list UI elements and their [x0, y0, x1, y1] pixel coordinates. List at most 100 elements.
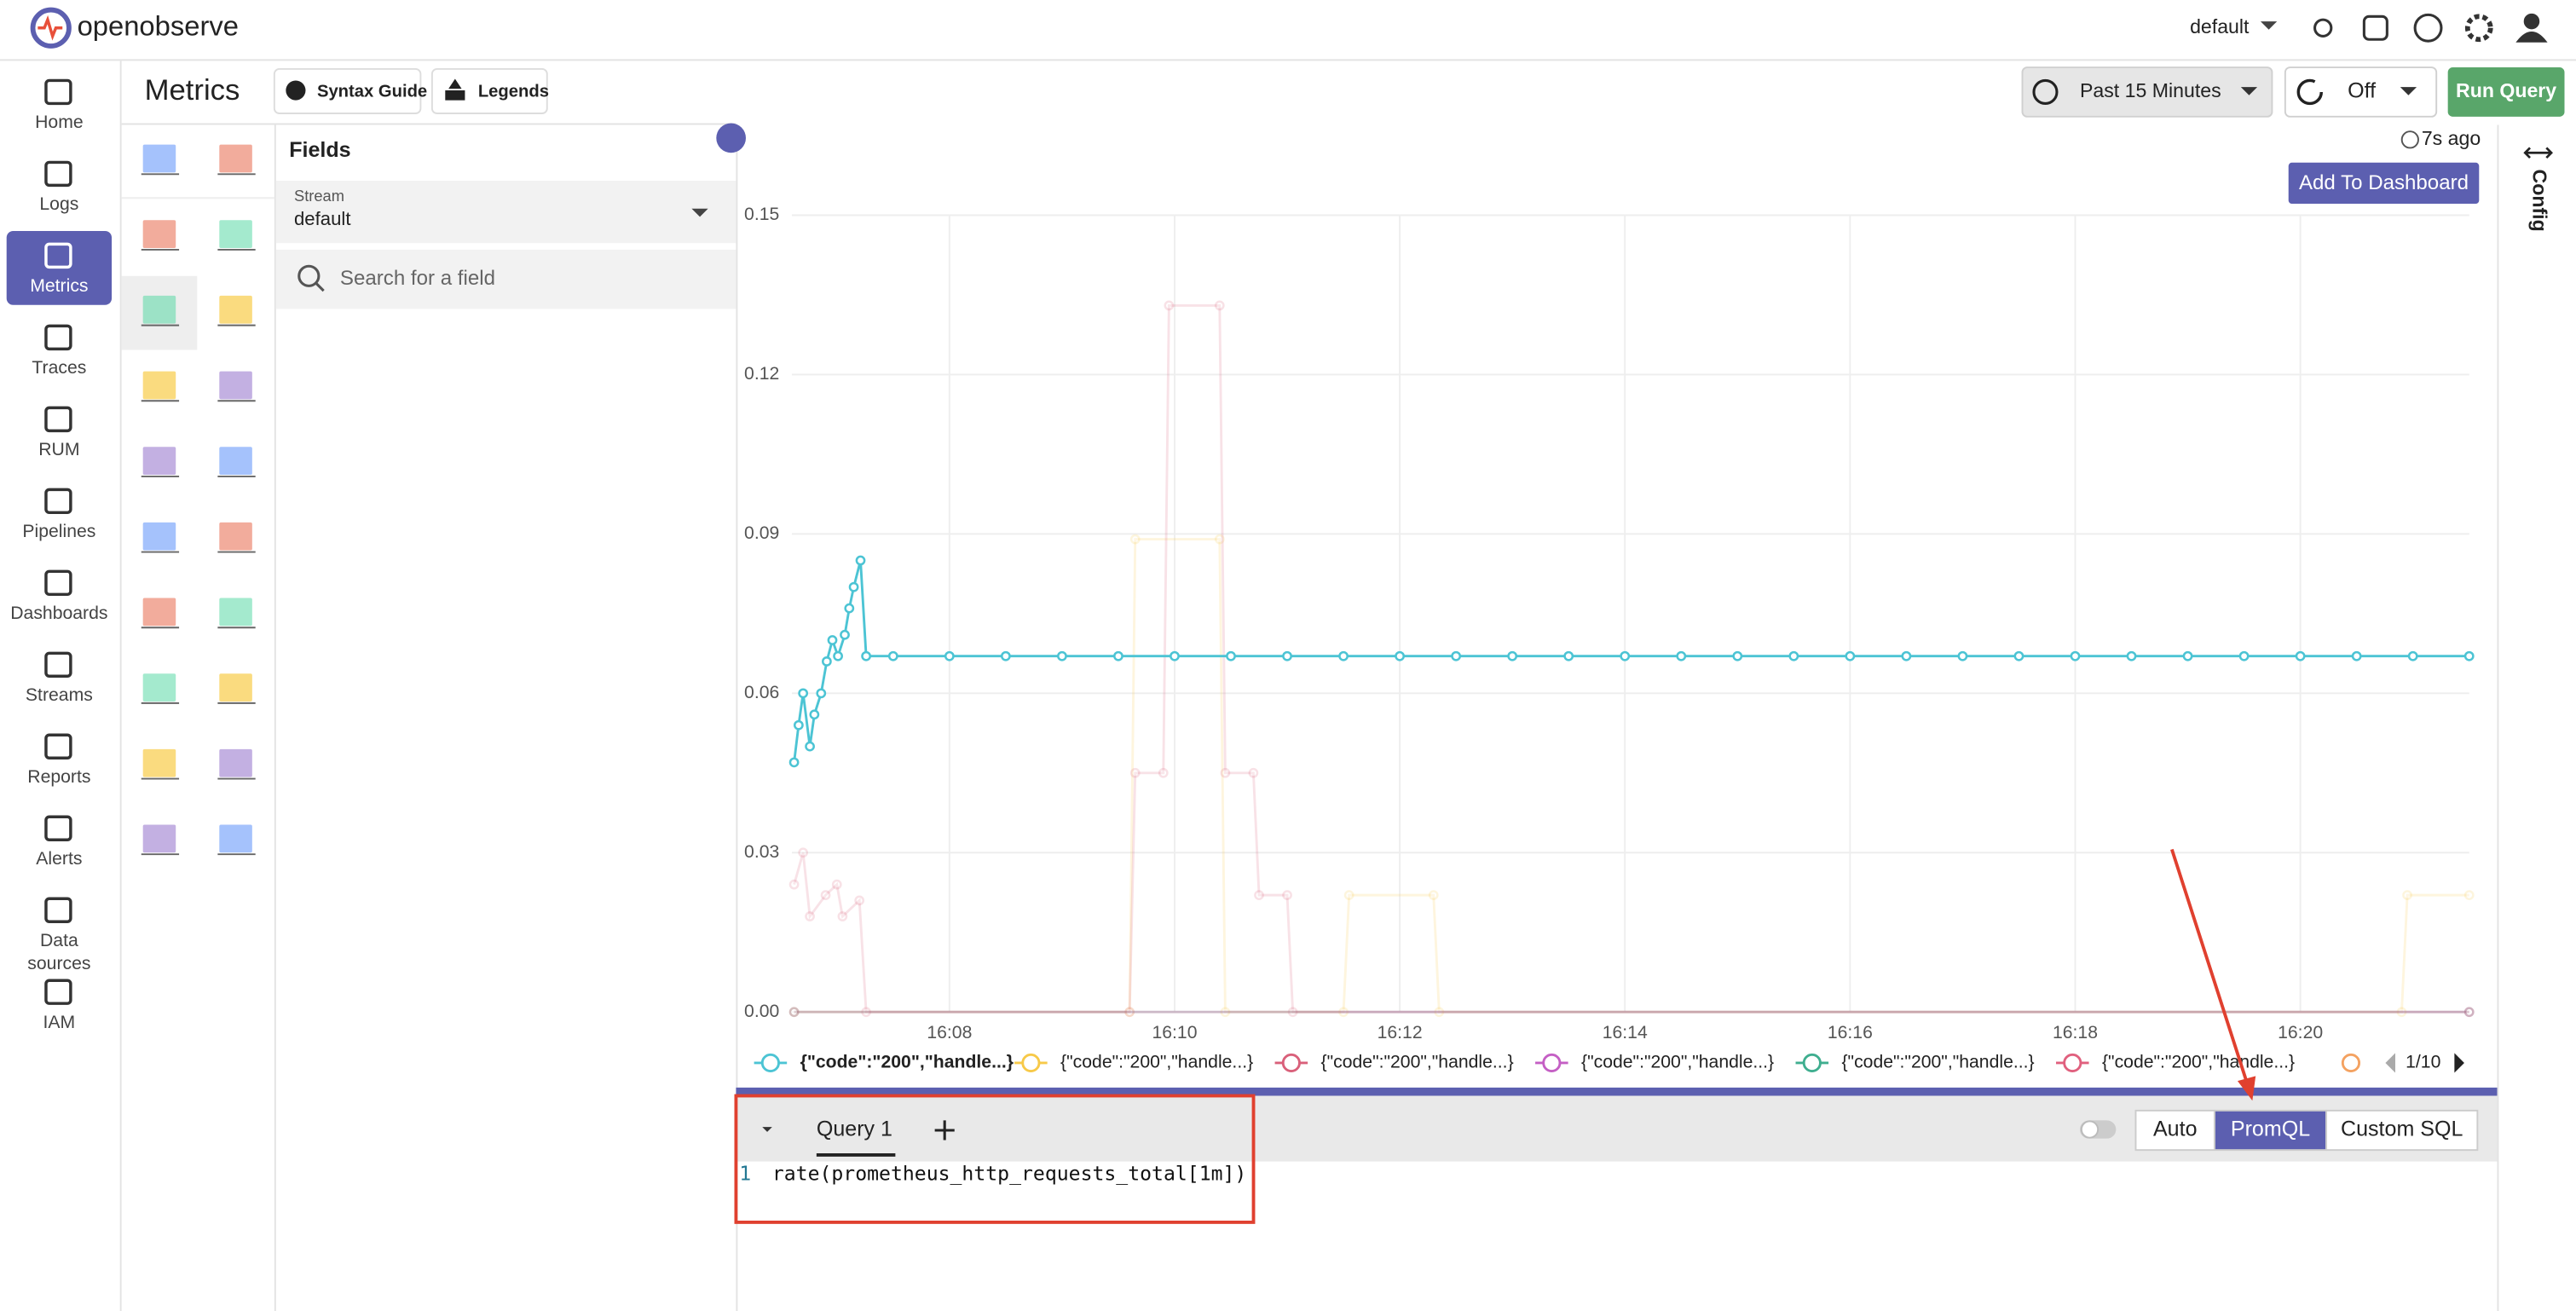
nav-label[interactable]: RUM — [38, 440, 79, 459]
button-label: Run Query — [2456, 79, 2556, 101]
legend-page: 1/10 — [2406, 1053, 2440, 1072]
add-to-dashboard-button[interactable] — [2288, 162, 2480, 204]
collapse-caret[interactable] — [762, 1127, 772, 1132]
chart-type-icon[interactable] — [219, 598, 252, 627]
query-code[interactable]: rate(prometheus_http_requests_total[1m]) — [772, 1164, 1247, 1186]
legend-label[interactable]: {"code":"200","handle...} — [2102, 1053, 2295, 1072]
syntax-guide-button[interactable] — [273, 67, 422, 114]
legend-icon[interactable] — [2063, 1053, 2082, 1073]
stream-select[interactable] — [275, 181, 736, 244]
chart-type-icon[interactable] — [219, 295, 252, 324]
chart-type-icon[interactable] — [142, 598, 176, 627]
settings-icon[interactable] — [2464, 14, 2493, 43]
data-point — [1620, 650, 1631, 661]
user-icon[interactable] — [2523, 13, 2540, 30]
theme-icon[interactable] — [2313, 18, 2333, 38]
search-icon — [297, 264, 321, 287]
chart-type-icon[interactable] — [219, 748, 252, 777]
nav-label[interactable]: Home — [35, 113, 84, 132]
nav-icon[interactable] — [44, 160, 72, 188]
nav-icon[interactable] — [44, 78, 72, 106]
chart-type-icon[interactable] — [142, 295, 176, 324]
help-icon — [286, 80, 306, 101]
legend-icon[interactable] — [1802, 1053, 1822, 1073]
nav-icon[interactable] — [44, 324, 72, 351]
nav-label[interactable]: IAM — [43, 1013, 76, 1032]
stream-value: default — [294, 208, 351, 229]
legend-icon[interactable] — [1281, 1053, 1301, 1073]
legend-icon[interactable] — [760, 1053, 780, 1073]
data-point — [798, 847, 809, 858]
legends-button[interactable] — [430, 67, 548, 114]
nav-icon[interactable] — [44, 733, 72, 759]
mode-button[interactable] — [2325, 1109, 2479, 1152]
chart-type-icon[interactable] — [142, 824, 176, 853]
legend-label[interactable]: {"code":"200","handle...} — [1841, 1053, 2034, 1072]
nav-icon[interactable] — [44, 488, 72, 515]
data-point — [2351, 650, 2362, 661]
nav-label[interactable]: Streams — [26, 685, 93, 705]
help-icon[interactable] — [2413, 13, 2443, 43]
data-point — [788, 1007, 800, 1018]
legend-icon[interactable] — [2341, 1053, 2361, 1073]
nav-label[interactable]: Traces — [32, 358, 86, 378]
chart-type-icon[interactable] — [219, 371, 252, 400]
legend-label[interactable]: {"code":"200","handle...} — [1581, 1053, 1774, 1072]
nav-label[interactable]: Metrics — [30, 276, 88, 296]
chart-type-icon[interactable] — [142, 220, 176, 249]
time-range-button[interactable] — [2021, 66, 2273, 118]
nav-label[interactable]: Dashboards — [10, 604, 107, 623]
chart-type-icon[interactable] — [219, 144, 252, 173]
chart-type-icon[interactable] — [219, 220, 252, 249]
logo-text: openobserve — [78, 9, 239, 41]
org-selector[interactable]: default — [2190, 15, 2250, 38]
legend-prev[interactable] — [2385, 1053, 2395, 1073]
chart-type-icon[interactable] — [219, 824, 252, 853]
legend-label[interactable]: {"code":"200","handle...} — [1060, 1053, 1253, 1072]
field-search[interactable] — [275, 249, 736, 309]
nav-icon[interactable] — [44, 897, 72, 923]
series-line — [794, 538, 2469, 1014]
legend-icon[interactable] — [1021, 1053, 1041, 1073]
config-label[interactable]: Config — [2529, 170, 2551, 232]
nav-label[interactable]: Data — [40, 931, 78, 950]
nav-label[interactable]: Reports — [27, 767, 90, 787]
chart-type-icon[interactable] — [142, 371, 176, 400]
splitter[interactable] — [736, 1087, 2498, 1096]
legend-icon[interactable] — [1542, 1053, 1562, 1073]
chart-type-icon[interactable] — [219, 673, 252, 702]
slack-icon[interactable] — [2362, 14, 2388, 41]
query-tab[interactable]: Query 1 — [817, 1118, 892, 1141]
nav-icon[interactable] — [44, 651, 72, 679]
chart-type-icon[interactable] — [142, 144, 176, 173]
nav-label[interactable]: Pipelines — [22, 522, 95, 541]
data-point — [788, 757, 800, 768]
nav-icon[interactable] — [44, 406, 72, 433]
data-point — [1164, 300, 1175, 311]
annotation-arrow — [2170, 848, 2250, 1085]
collapse-handle[interactable] — [716, 123, 746, 153]
chart-type-icon[interactable] — [142, 447, 176, 475]
chart-type-icon[interactable] — [219, 447, 252, 475]
legend-label[interactable]: {"code":"200","handle...} — [800, 1053, 1014, 1072]
legend-next[interactable] — [2454, 1053, 2464, 1073]
data-point — [1451, 650, 1462, 661]
refresh-button[interactable] — [2284, 66, 2438, 118]
nav-icon[interactable] — [44, 979, 72, 1005]
nav-icon[interactable] — [44, 569, 72, 597]
nav-label[interactable]: Alerts — [36, 849, 82, 869]
chart-type-icon[interactable] — [142, 522, 176, 551]
logo[interactable]: openobserve — [30, 7, 239, 49]
chart-type-icon[interactable] — [219, 522, 252, 551]
run-query-button[interactable] — [2447, 67, 2565, 117]
nav-label[interactable]: Logs — [39, 194, 78, 214]
data-point — [2463, 890, 2475, 901]
chart-type-icon[interactable] — [142, 748, 176, 777]
add-query-button[interactable] — [934, 1120, 955, 1141]
line-number: 1 — [739, 1164, 751, 1186]
nav-icon[interactable] — [44, 242, 72, 269]
nav-label[interactable]: sources — [27, 954, 90, 973]
chart-type-icon[interactable] — [142, 673, 176, 702]
legend-label[interactable]: {"code":"200","handle...} — [1321, 1053, 1514, 1072]
nav-icon[interactable] — [44, 815, 72, 841]
